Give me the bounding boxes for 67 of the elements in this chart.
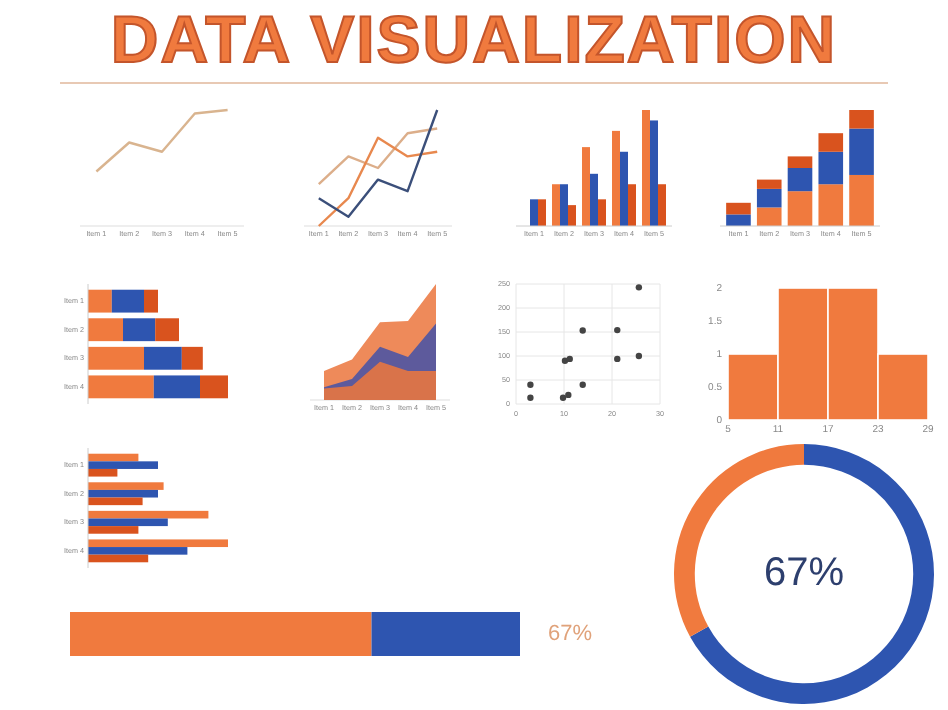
point — [579, 381, 586, 388]
point — [559, 394, 567, 401]
bar — [88, 482, 164, 490]
bar — [756, 207, 782, 226]
bar — [642, 110, 650, 226]
bar — [849, 174, 874, 226]
bar — [849, 128, 874, 175]
point — [565, 391, 572, 399]
bar — [144, 346, 182, 370]
bar — [849, 110, 874, 129]
bar — [88, 510, 209, 519]
text: 67% — [548, 621, 593, 646]
bar — [726, 214, 751, 226]
point — [635, 352, 643, 360]
bar — [88, 375, 154, 399]
point — [614, 355, 621, 363]
point — [527, 381, 534, 388]
bar — [620, 151, 628, 226]
bar — [756, 179, 782, 189]
bar — [88, 461, 158, 469]
bar — [88, 547, 188, 555]
bar — [88, 539, 228, 548]
point — [561, 357, 569, 364]
bar — [200, 375, 228, 399]
point — [635, 284, 643, 291]
bar — [658, 184, 666, 226]
donut-slice — [690, 444, 934, 704]
bar — [582, 147, 590, 226]
bar — [153, 375, 200, 399]
bar — [568, 205, 576, 226]
bar — [598, 199, 606, 226]
bar — [88, 518, 168, 527]
bar — [88, 497, 143, 506]
bar — [612, 130, 620, 226]
bar — [181, 346, 203, 370]
bar — [530, 199, 538, 226]
text: 67% — [763, 550, 845, 595]
bar — [538, 199, 546, 226]
point — [527, 394, 534, 401]
text: DATA VISUALIZATION — [110, 2, 838, 76]
bar — [787, 156, 813, 168]
bar — [818, 151, 844, 185]
bar — [590, 173, 598, 226]
bar — [88, 468, 118, 477]
bar — [560, 184, 568, 226]
bar — [155, 318, 179, 342]
bar — [628, 184, 636, 226]
bar — [88, 289, 112, 313]
bar — [818, 184, 844, 226]
bar — [88, 526, 139, 534]
bar — [88, 489, 158, 498]
bar — [123, 318, 156, 342]
bar — [88, 554, 149, 563]
bar — [144, 289, 158, 313]
bar — [111, 289, 144, 313]
bar — [787, 168, 813, 192]
bar — [756, 188, 782, 208]
bar — [650, 120, 658, 226]
point — [579, 327, 586, 334]
point — [614, 326, 621, 334]
bar — [787, 191, 813, 226]
bar — [726, 202, 751, 215]
bar — [552, 184, 560, 226]
bar — [88, 346, 144, 370]
point — [566, 355, 573, 363]
bar — [818, 133, 844, 152]
bar — [88, 318, 123, 342]
